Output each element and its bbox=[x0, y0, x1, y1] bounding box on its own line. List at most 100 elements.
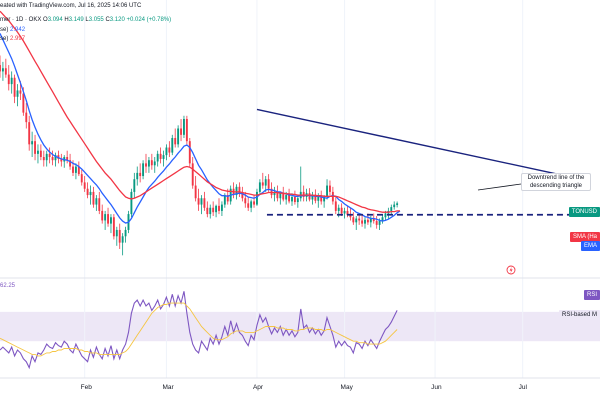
candle-body bbox=[273, 191, 276, 196]
candle-body bbox=[136, 172, 139, 180]
candle-body bbox=[51, 157, 54, 161]
candle-body bbox=[235, 186, 238, 196]
candle-body bbox=[361, 220, 364, 224]
candle-body bbox=[375, 221, 378, 225]
rsi-ma-line bbox=[0, 302, 398, 357]
ema-legend: se) 2.942 bbox=[0, 27, 26, 33]
x-tick-label: Jun bbox=[431, 384, 442, 391]
candle-body bbox=[384, 213, 387, 218]
candle-body bbox=[206, 207, 209, 215]
candle-body bbox=[320, 195, 323, 202]
candle-body bbox=[130, 191, 133, 215]
rsi-tag: RSI bbox=[583, 290, 600, 300]
candle-body bbox=[31, 141, 34, 145]
candle-body bbox=[150, 160, 153, 166]
candle-body bbox=[329, 185, 331, 192]
candle-body bbox=[48, 153, 51, 158]
rsi-ma-tag: RSI-based M bbox=[558, 310, 600, 320]
candle-body bbox=[0, 65, 1, 72]
candle-body bbox=[200, 198, 203, 205]
candle-body bbox=[390, 207, 393, 211]
x-tick-label: Feb bbox=[80, 384, 92, 391]
candle-body bbox=[98, 198, 101, 211]
candle-body bbox=[258, 182, 261, 192]
candle-body bbox=[92, 191, 95, 205]
candle-body bbox=[396, 203, 399, 205]
candle-body bbox=[364, 219, 366, 224]
candle-body bbox=[247, 203, 250, 208]
candle-body bbox=[241, 193, 244, 199]
candle-body bbox=[264, 179, 267, 186]
candle-body bbox=[115, 229, 118, 237]
candle-body bbox=[369, 218, 372, 223]
candle-body bbox=[253, 201, 255, 205]
candle-body bbox=[317, 195, 320, 201]
candle-body bbox=[1, 68, 4, 72]
candle-body bbox=[177, 128, 180, 145]
chart-title: eated with TradingView.com, Jul 16, 2025… bbox=[0, 3, 142, 9]
candle-body bbox=[343, 210, 346, 214]
candle-body bbox=[168, 147, 171, 153]
candle-body bbox=[311, 194, 314, 200]
candle-body bbox=[183, 118, 185, 135]
trendline[interactable] bbox=[256, 108, 567, 177]
candle-body bbox=[296, 198, 299, 203]
candle-body bbox=[13, 77, 16, 97]
candle-body bbox=[238, 186, 241, 194]
candle-body bbox=[60, 158, 63, 162]
candle-body bbox=[323, 196, 326, 202]
candle-body bbox=[54, 155, 57, 161]
candle-body bbox=[355, 218, 358, 223]
candle-body bbox=[104, 214, 107, 221]
candle-body bbox=[110, 217, 112, 224]
candle-body bbox=[291, 196, 293, 202]
candle-body bbox=[366, 219, 369, 223]
rsi-legend: 62.25 bbox=[0, 283, 16, 289]
rsi-line bbox=[0, 291, 398, 370]
candle-body bbox=[83, 182, 86, 189]
price-tag-symbol: TONUSD bbox=[568, 207, 600, 217]
annotation-pointer bbox=[477, 183, 522, 191]
candle-body bbox=[162, 155, 165, 159]
candle-body bbox=[37, 150, 39, 154]
candle-body bbox=[174, 138, 177, 145]
candle-body bbox=[212, 207, 215, 213]
candle-body bbox=[194, 185, 197, 199]
flash-icon[interactable] bbox=[506, 265, 516, 275]
candle-body bbox=[118, 229, 121, 243]
candle-body bbox=[101, 210, 104, 221]
candle-body bbox=[121, 236, 124, 243]
candle-body bbox=[346, 210, 349, 215]
candle-body bbox=[72, 166, 74, 173]
candle-body bbox=[256, 191, 258, 205]
x-tick-label: May bbox=[340, 384, 353, 391]
candle-body bbox=[267, 179, 270, 189]
x-tick-label: Apr bbox=[252, 384, 264, 391]
candle-body bbox=[293, 196, 296, 203]
candle-body bbox=[220, 204, 223, 211]
x-tick-label: Jul bbox=[518, 384, 527, 391]
candle-body bbox=[124, 229, 127, 237]
candles bbox=[0, 55, 399, 256]
candle-body bbox=[381, 217, 384, 222]
candle-body bbox=[80, 174, 83, 183]
candle-body bbox=[39, 150, 42, 158]
candle-body bbox=[302, 191, 305, 197]
candle-body bbox=[378, 221, 381, 225]
candle-body bbox=[334, 201, 337, 211]
sma-legend: se) 2.997 bbox=[0, 36, 26, 42]
candle-body bbox=[197, 198, 200, 205]
candle-body bbox=[288, 195, 291, 202]
candle-body bbox=[66, 157, 69, 161]
candle-body bbox=[191, 163, 194, 186]
candle-body bbox=[19, 90, 22, 94]
candle-body bbox=[171, 138, 174, 153]
candle-body bbox=[337, 207, 340, 211]
candle-body bbox=[203, 198, 206, 208]
candle-body bbox=[77, 166, 80, 175]
candle-body bbox=[22, 93, 25, 113]
symbol-ohlc: mer · 1D · OKX O3.094 H3.149 L3.055 C3.1… bbox=[0, 17, 172, 23]
candle-body bbox=[142, 163, 145, 177]
candle-body bbox=[340, 207, 343, 214]
